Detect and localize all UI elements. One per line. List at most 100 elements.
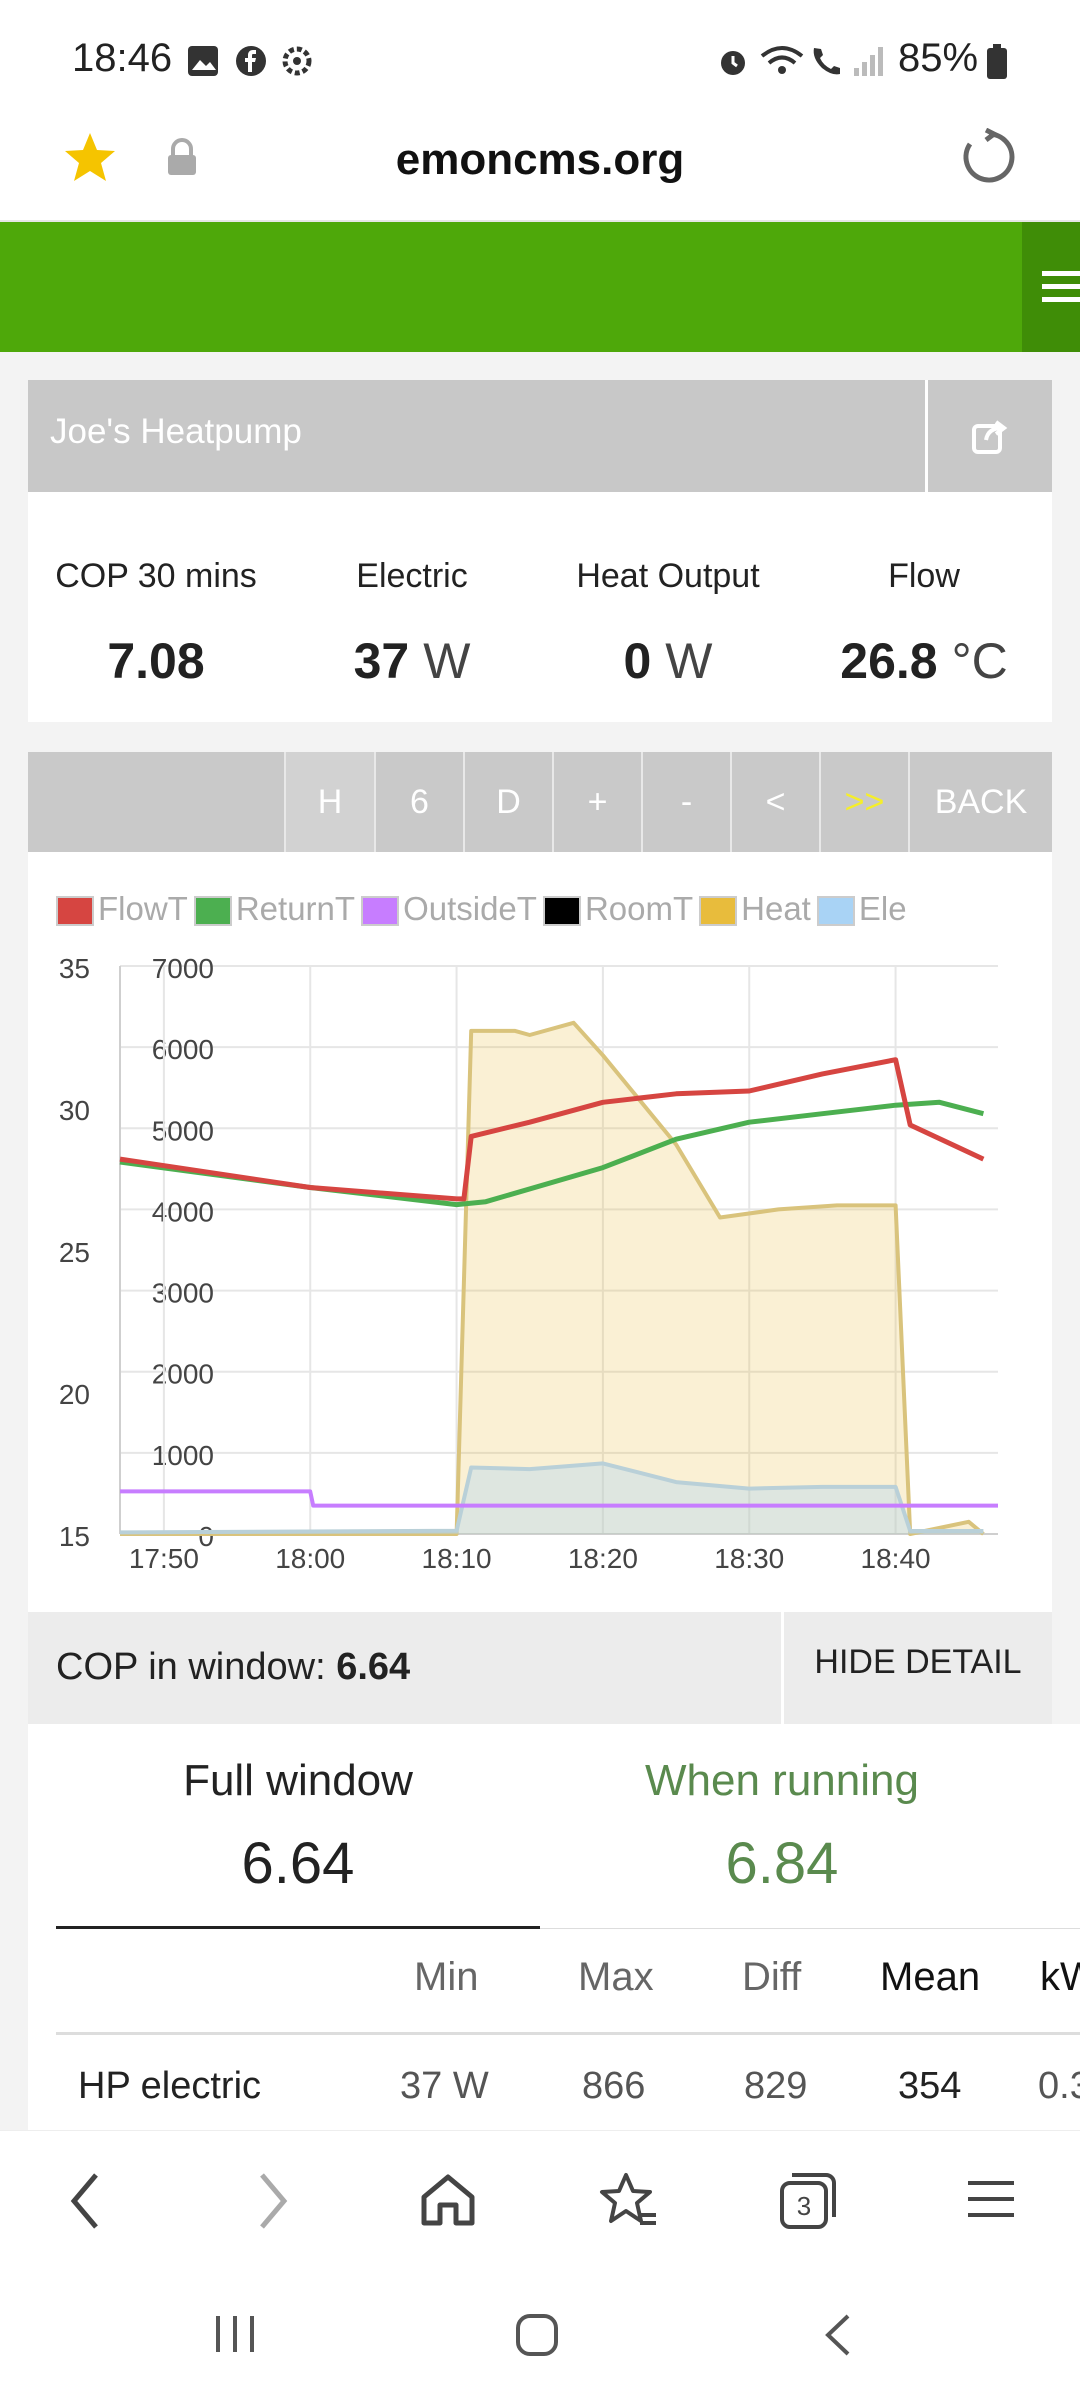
- x-tick-label: 17:50: [129, 1543, 199, 1570]
- lock-icon[interactable]: [164, 137, 200, 177]
- when-running-value: 6.84: [725, 1831, 839, 1896]
- recents-icon[interactable]: [212, 2314, 258, 2354]
- series-line-flowt: [119, 1057, 985, 1202]
- time-controls: H 6 D + - < >> BACK: [28, 752, 1052, 852]
- share-icon[interactable]: [972, 418, 1008, 454]
- btn-zoom-in[interactable]: +: [552, 752, 641, 852]
- url-domain[interactable]: emoncms.org: [395, 135, 685, 184]
- site-header: [0, 222, 1080, 352]
- legend-item[interactable]: RoomT: [542, 890, 693, 928]
- battery-percent: 85%: [898, 36, 979, 80]
- hamburger-menu-icon[interactable]: [1042, 267, 1080, 307]
- series-line-returnt: [119, 1099, 985, 1208]
- back-icon[interactable]: [66, 2171, 106, 2231]
- btn-6[interactable]: 6: [374, 752, 463, 852]
- signal-icon: [854, 47, 883, 76]
- cop-window-text: COP in window: 6.64: [56, 1646, 411, 1688]
- col-min: Min: [414, 1955, 479, 1999]
- y-right-tick-label: 4000: [152, 1196, 214, 1227]
- row-kw: 0.3: [1038, 2065, 1080, 2107]
- panel-title: Joe's Heatpump: [50, 412, 302, 451]
- home-button-icon[interactable]: [514, 2312, 560, 2358]
- col-kw: kW: [1040, 1955, 1080, 1999]
- status-time: 18:46: [72, 36, 173, 80]
- x-tick-label: 18:30: [714, 1543, 784, 1570]
- stat-label: Heat Output: [576, 557, 760, 595]
- stat-value: 37 W: [353, 633, 471, 689]
- series-line-ele: [119, 1461, 984, 1535]
- legend-swatch: [361, 896, 400, 927]
- full-window-label[interactable]: Full window: [183, 1756, 413, 1805]
- stat-value: 26.8 °C: [840, 633, 1008, 689]
- battery-icon: [987, 44, 1007, 79]
- menu-toggle[interactable]: [1022, 222, 1080, 352]
- menu-icon[interactable]: [966, 2177, 1016, 2221]
- series-line-heat: [120, 1020, 985, 1536]
- legend-swatch: [193, 896, 232, 927]
- x-tick-label: 18:10: [422, 1543, 492, 1570]
- x-tick-label: 18:20: [568, 1543, 638, 1570]
- reload-icon[interactable]: [960, 128, 1018, 186]
- stats-row: COP 30 mins 7.08 Electric 37 W Heat Outpu…: [28, 492, 1052, 722]
- share-button[interactable]: [925, 380, 1052, 492]
- full-window-value: 6.64: [241, 1831, 355, 1896]
- forward-icon[interactable]: [252, 2171, 292, 2231]
- legend-item[interactable]: OutsideT: [361, 890, 537, 928]
- browser-toolbar: 3: [0, 2130, 1080, 2271]
- btn-back[interactable]: BACK: [908, 752, 1052, 852]
- active-tab-underline: [56, 1926, 540, 1929]
- series-area-ele: [120, 1463, 984, 1534]
- stat-cop: COP 30 mins 7.08: [28, 492, 284, 722]
- svg-text:3: 3: [797, 2191, 811, 2221]
- stat-label: COP 30 mins: [55, 557, 257, 595]
- btn-zoom-out[interactable]: -: [641, 752, 730, 852]
- stat-electric: Electric 37 W: [284, 492, 540, 722]
- stat-flow: Flow 26.8 °C: [796, 492, 1052, 722]
- series-line-outsidet: [120, 1489, 998, 1508]
- tabs-icon[interactable]: 3: [778, 2169, 840, 2231]
- y-right-tick-label: 7000: [152, 953, 214, 984]
- row-name: HP electric: [78, 2065, 262, 2107]
- btn-hour[interactable]: H: [284, 752, 374, 852]
- legend-item[interactable]: FlowT: [56, 890, 188, 928]
- chart-plot[interactable]: 7000 6000 5000 4000 3000 2000 1000 0 35 30 25 20 15 1…: [28, 930, 1052, 1570]
- x-tick-label: 18:40: [861, 1543, 931, 1570]
- legend-swatch: [56, 896, 94, 927]
- table-header-rule: [56, 2032, 1080, 2035]
- y-right-tick-label: 0: [198, 1521, 214, 1552]
- system-back-icon[interactable]: [822, 2312, 854, 2358]
- legend-item[interactable]: Ele: [816, 890, 907, 928]
- status-bar: 18:46 85%: [0, 0, 1080, 115]
- hide-detail-button[interactable]: HIDE DETAIL: [781, 1612, 1052, 1724]
- series-area-heat: [120, 1022, 984, 1534]
- legend-item[interactable]: Heat: [699, 890, 811, 928]
- panel-header: Joe's Heatpump: [28, 380, 1052, 492]
- y-left-tick-label: 30: [59, 1095, 90, 1126]
- legend-label: Heat: [741, 890, 811, 927]
- when-running-label[interactable]: When running: [645, 1756, 919, 1805]
- tab-divider: [540, 1928, 1080, 1929]
- btn-pan-right[interactable]: >>: [819, 752, 908, 852]
- y-left-tick-label: 15: [59, 1521, 90, 1552]
- row-mean: 354: [898, 2065, 962, 2107]
- legend-label: OutsideT: [403, 890, 537, 927]
- legend-swatch: [542, 896, 581, 927]
- btn-pan-left[interactable]: <: [730, 752, 819, 852]
- alarm-icon: [721, 51, 745, 75]
- home-icon[interactable]: [420, 2173, 476, 2227]
- system-nav: [0, 2270, 1080, 2400]
- url-bar: emoncms.org: [0, 115, 1080, 222]
- y-right-tick-label: 2000: [152, 1359, 214, 1390]
- btn-day[interactable]: D: [463, 752, 552, 852]
- x-tick-label: 18:00: [275, 1543, 345, 1570]
- y-left-tick-label: 35: [59, 953, 90, 984]
- chart-legend: FlowT ReturnT OutsideT RoomT Heat Ele: [56, 890, 1026, 934]
- stat-label: Electric: [356, 557, 468, 595]
- legend-item[interactable]: ReturnT: [193, 890, 355, 928]
- star-icon[interactable]: [62, 130, 118, 186]
- col-diff: Diff: [742, 1955, 802, 1999]
- bookmarks-icon[interactable]: [598, 2171, 660, 2231]
- y-left-tick-label: 25: [59, 1237, 90, 1268]
